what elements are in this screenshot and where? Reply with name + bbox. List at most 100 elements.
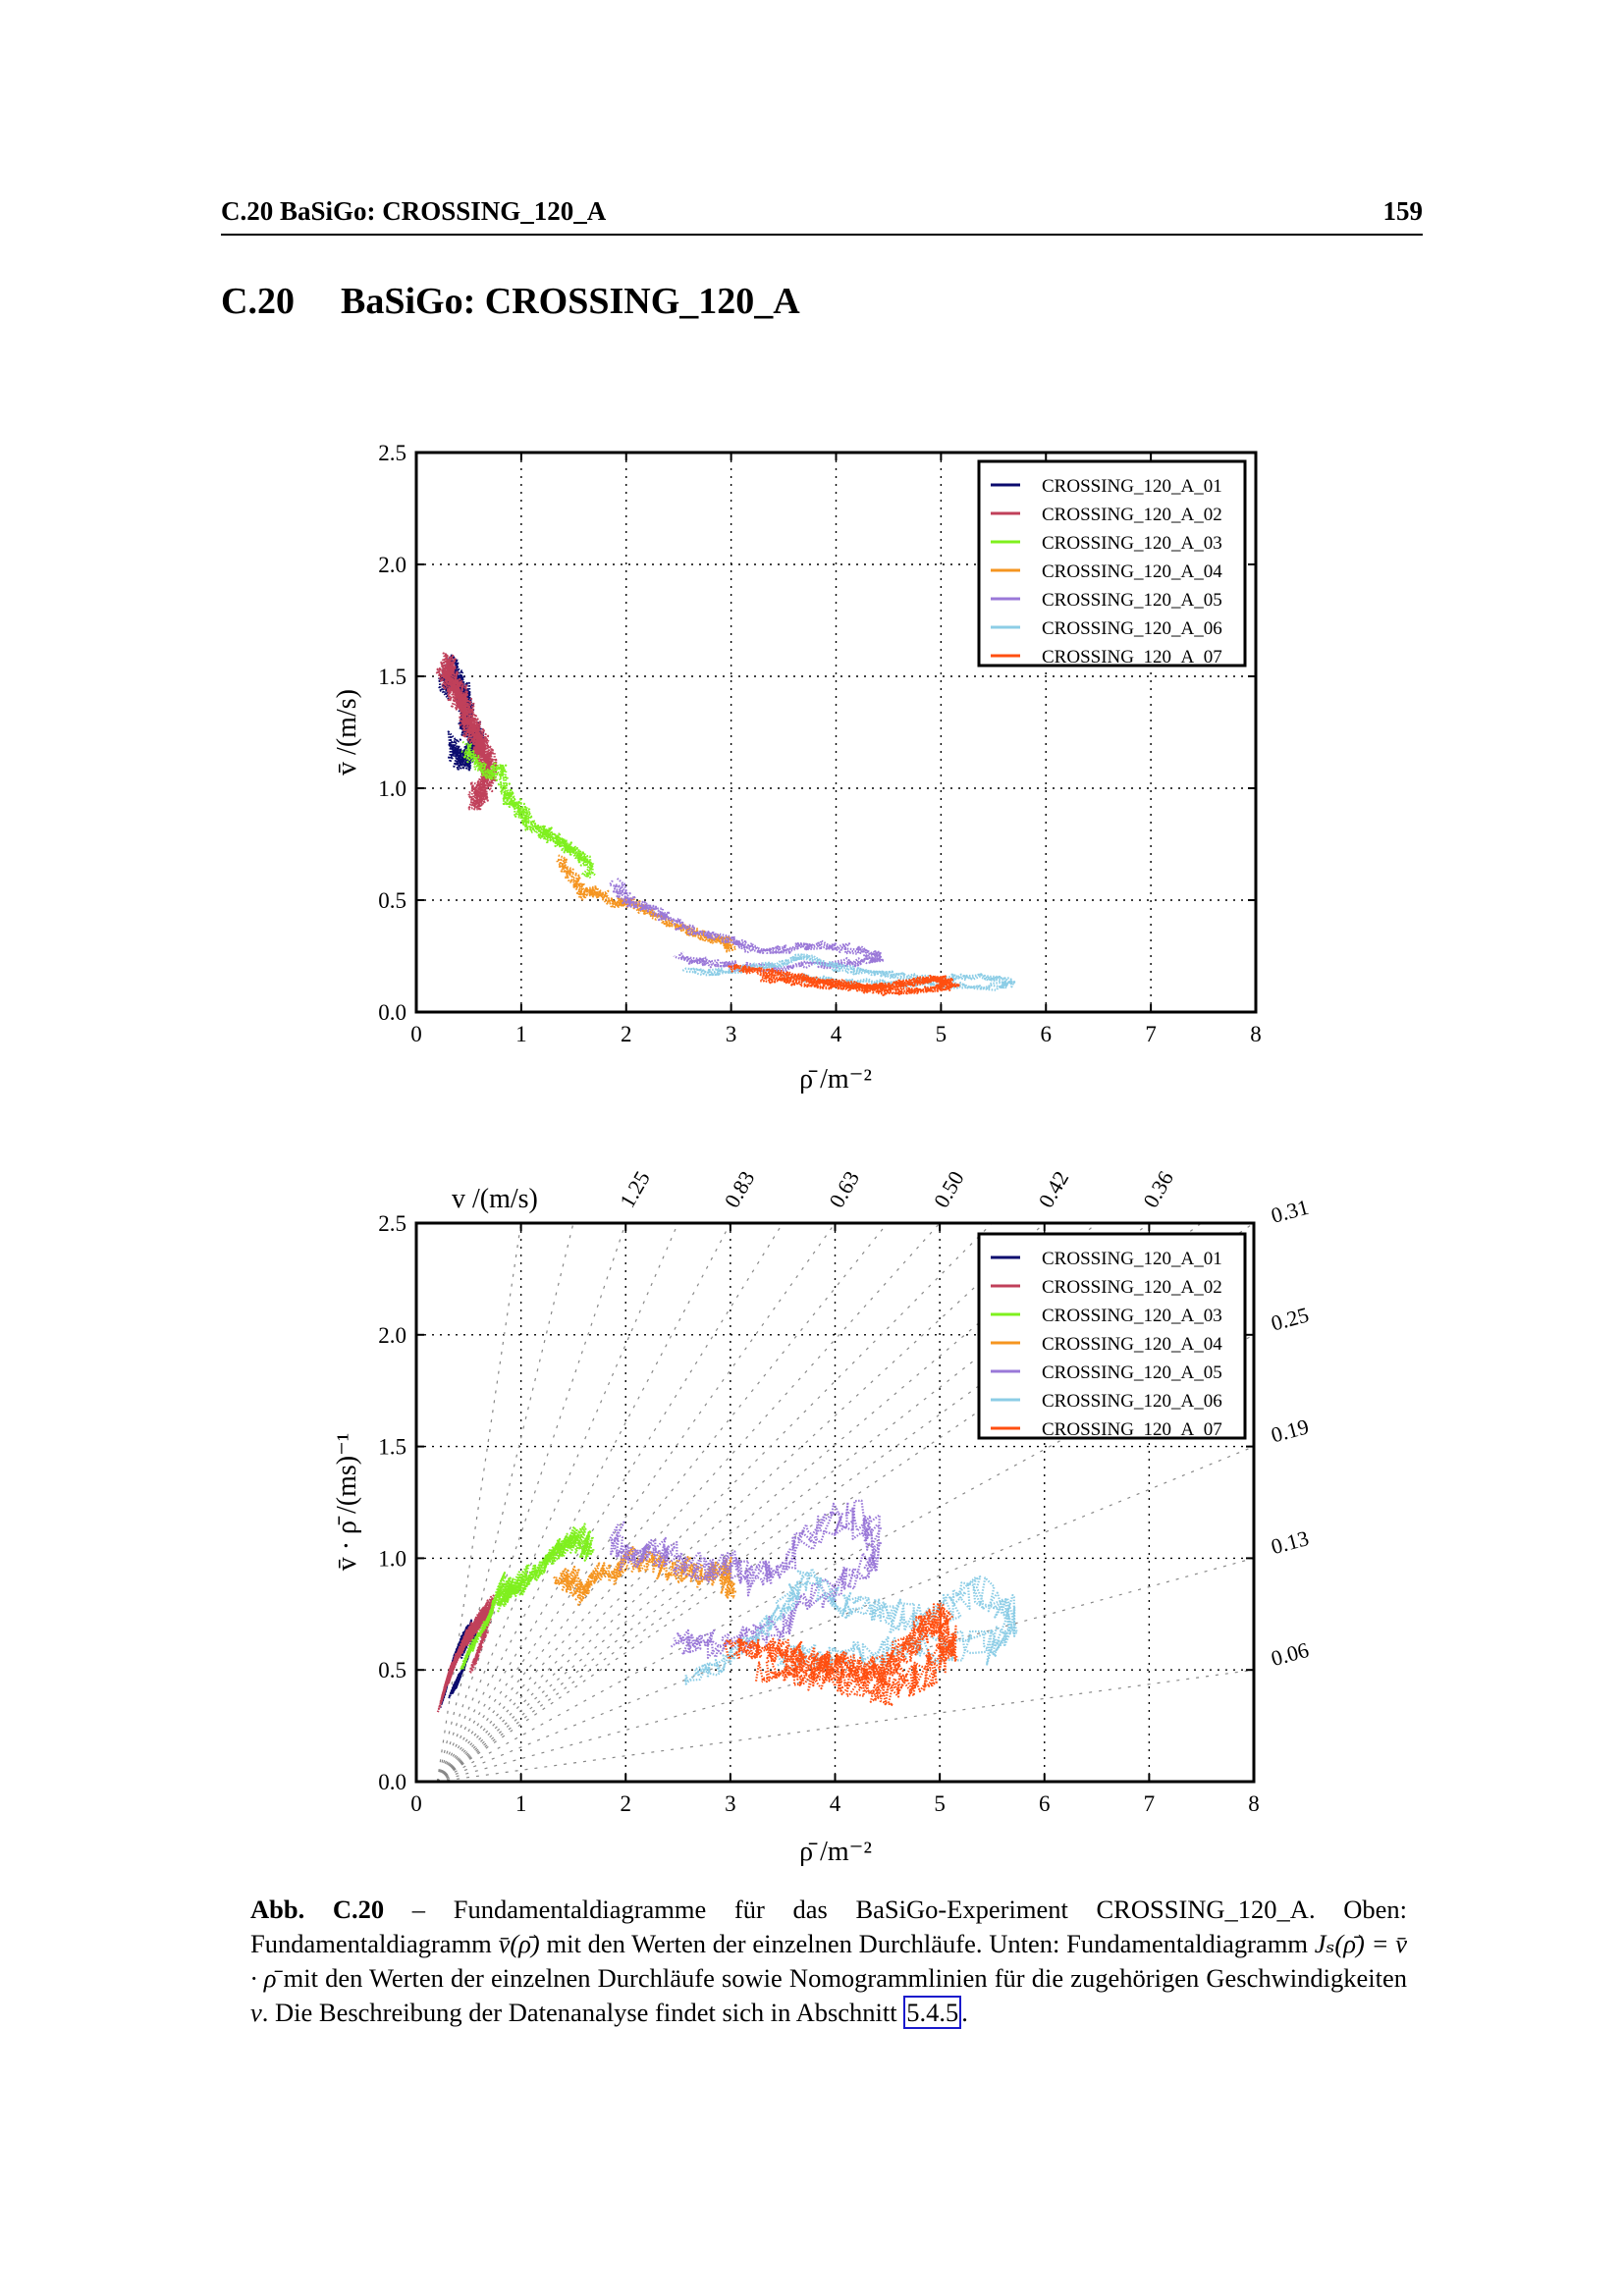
y-tick-label: 0.0 bbox=[378, 1000, 406, 1025]
series-trace bbox=[612, 1506, 881, 1654]
legend-label: CROSSING_120_A_05 bbox=[1042, 590, 1222, 611]
y-tick-label: 1.5 bbox=[378, 665, 406, 689]
legend-label: CROSSING_120_A_07 bbox=[1042, 647, 1222, 667]
data-series bbox=[436, 1499, 1018, 1713]
x-tick-label: 5 bbox=[936, 1022, 947, 1046]
legend-label: CROSSING_120_A_03 bbox=[1042, 1306, 1222, 1326]
series-crossing_120_a_05 bbox=[609, 1499, 883, 1659]
x-tick-label: 0 bbox=[410, 1022, 422, 1046]
nomogram-top-label: 0.83 bbox=[720, 1167, 760, 1212]
nomogram-right-label: 0.19 bbox=[1269, 1414, 1312, 1447]
caption-math: Jₛ(ρ̄) = v̄ · ρ̄ bbox=[250, 1929, 1407, 1993]
caption-text: mit den Werten der einzelnen Durchläufe.… bbox=[539, 1929, 1315, 1958]
legend-item: CROSSING_120_A_03 bbox=[991, 533, 1222, 554]
nomogram-line bbox=[436, 1222, 993, 1783]
legend: CROSSING_120_A_01 CROSSING_120_A_02 CROSSI… bbox=[977, 459, 1247, 667]
y-axis-label: v̄ /(m/s) bbox=[332, 689, 362, 775]
legend-item: CROSSING_120_A_07 bbox=[991, 647, 1222, 667]
series-trace bbox=[553, 1548, 736, 1602]
legend-item: CROSSING_120_A_06 bbox=[991, 618, 1222, 639]
series-trace bbox=[693, 1567, 1015, 1680]
legend-item: CROSSING_120_A_05 bbox=[991, 1362, 1222, 1383]
x-tick-label: 7 bbox=[1144, 1791, 1156, 1816]
legend: CROSSING_120_A_01 CROSSING_120_A_02 CROSSI… bbox=[977, 1232, 1247, 1440]
caption-text: . Die Beschreibung der Datenanalyse find… bbox=[261, 1998, 904, 2027]
x-tick-label: 3 bbox=[726, 1022, 737, 1046]
nomogram-line bbox=[436, 1222, 731, 1783]
caption-text: Fundamentaldiagramme für das BaSiGo-Expe… bbox=[250, 1895, 1407, 1958]
x-tick-label: 6 bbox=[1039, 1791, 1051, 1816]
x-tick-label: 6 bbox=[1041, 1022, 1053, 1046]
legend-item: CROSSING_120_A_06 bbox=[991, 1391, 1222, 1412]
legend-label: CROSSING_120_A_04 bbox=[1042, 561, 1222, 582]
nomogram-line bbox=[437, 1557, 1255, 1783]
legend-item: CROSSING_120_A_02 bbox=[991, 505, 1222, 525]
caption-text: . bbox=[961, 1998, 968, 2027]
legend-label: CROSSING_120_A_01 bbox=[1042, 476, 1222, 497]
data-series bbox=[435, 652, 1017, 996]
y-tick-label: 2.5 bbox=[378, 441, 406, 465]
running-head: C.20 BaSiGo: CROSSING_120_A 159 bbox=[221, 196, 1423, 236]
top-axis-label: v /(m/s) bbox=[452, 1184, 538, 1214]
legend-box bbox=[977, 1232, 1247, 1440]
legend-label: CROSSING_120_A_07 bbox=[1042, 1419, 1222, 1440]
nomogram-top-label: 0.63 bbox=[824, 1167, 864, 1212]
nomogram-line bbox=[436, 1222, 1203, 1783]
legend-box bbox=[977, 459, 1247, 667]
nomogram-line bbox=[436, 1222, 626, 1783]
section-reference-link[interactable]: 5.4.5 bbox=[903, 1996, 962, 2029]
nomogram-top-label: 0.50 bbox=[929, 1167, 969, 1212]
x-axis-label: ρ̄ /m⁻² bbox=[799, 1064, 872, 1095]
y-tick-label: 0.5 bbox=[378, 1658, 406, 1682]
legend-label: CROSSING_120_A_01 bbox=[1042, 1249, 1222, 1269]
legend-item: CROSSING_120_A_02 bbox=[991, 1277, 1222, 1298]
page-number: 159 bbox=[1382, 196, 1424, 226]
legend-label: CROSSING_120_A_05 bbox=[1042, 1362, 1222, 1383]
caption-math: v bbox=[250, 1998, 262, 2027]
caption-dash: – bbox=[384, 1895, 454, 1924]
velocity-density-chart: 0 1 2 3 4 5 6 7 8 0.0 0.5 1.0 1.5 2.0 2.5 CROSSING_120_… bbox=[332, 441, 1262, 1095]
x-tick-label: 8 bbox=[1250, 1022, 1262, 1046]
caption-label: Abb. C.20 bbox=[250, 1895, 385, 1924]
y-tick-label: 2.5 bbox=[378, 1211, 406, 1236]
section-number: C.20 bbox=[221, 281, 295, 322]
series-crossing_120_a_06 bbox=[684, 1567, 1018, 1685]
legend-item: CROSSING_120_A_01 bbox=[991, 476, 1222, 497]
nomogram-right-label: 0.13 bbox=[1269, 1525, 1312, 1559]
nomogram-top-label: 1.25 bbox=[615, 1167, 655, 1212]
legend-label: CROSSING_120_A_02 bbox=[1042, 1277, 1222, 1298]
series-trace bbox=[437, 653, 495, 811]
series-trace bbox=[737, 965, 960, 996]
running-head-title: C.20 BaSiGo: CROSSING_120_A bbox=[221, 196, 607, 226]
series-trace bbox=[554, 1545, 736, 1598]
x-tick-label: 8 bbox=[1248, 1791, 1260, 1816]
series-trace bbox=[681, 954, 1015, 991]
x-tick-label: 2 bbox=[621, 1791, 632, 1816]
x-tick-label: 4 bbox=[830, 1791, 841, 1816]
nomogram-line bbox=[436, 1222, 1150, 1783]
series-crossing_120_a_07 bbox=[728, 963, 960, 996]
nomogram-line bbox=[436, 1222, 1098, 1783]
y-tick-label: 2.0 bbox=[378, 1323, 406, 1348]
nomogram-line bbox=[437, 1669, 1255, 1783]
nomogram-line bbox=[436, 1222, 836, 1783]
series-trace bbox=[612, 878, 882, 973]
nomogram-line bbox=[436, 1222, 1046, 1783]
nomogram-top-label: 0.36 bbox=[1138, 1167, 1178, 1212]
series-trace bbox=[610, 1501, 882, 1659]
series-crossing_120_a_07 bbox=[723, 1602, 958, 1707]
legend-item: CROSSING_120_A_03 bbox=[991, 1306, 1222, 1326]
series-trace bbox=[684, 1570, 1018, 1682]
y-tick-label: 2.0 bbox=[378, 553, 406, 577]
y-tick-label: 0.0 bbox=[378, 1770, 406, 1794]
nomogram-line bbox=[436, 1222, 941, 1783]
nomogram-line bbox=[436, 1222, 784, 1783]
nomogram-line bbox=[437, 1446, 1255, 1783]
series-trace bbox=[440, 1596, 494, 1703]
series-crossing_120_a_03 bbox=[460, 1522, 595, 1671]
nomogram-line bbox=[436, 1222, 679, 1783]
legend-item: CROSSING_120_A_01 bbox=[991, 1249, 1222, 1269]
nomogram-right-label: 0.31 bbox=[1269, 1195, 1312, 1228]
x-tick-label: 1 bbox=[515, 1791, 527, 1816]
legend-label: CROSSING_120_A_06 bbox=[1042, 1391, 1222, 1412]
